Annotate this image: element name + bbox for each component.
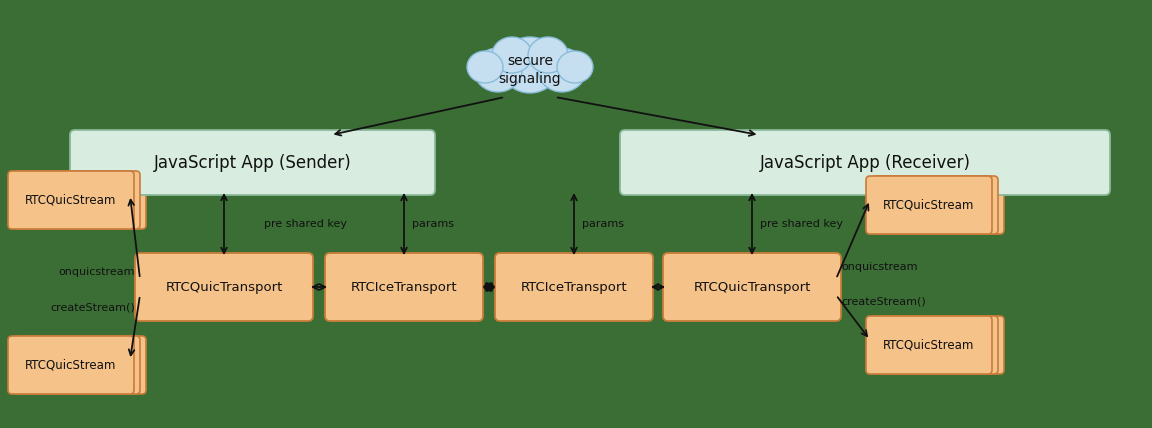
Ellipse shape bbox=[492, 37, 532, 73]
Text: createStream(): createStream() bbox=[51, 302, 135, 312]
Text: pre shared key: pre shared key bbox=[760, 219, 843, 229]
Text: onquicstream: onquicstream bbox=[59, 267, 135, 277]
Text: JavaScript App (Sender): JavaScript App (Sender) bbox=[153, 154, 351, 172]
FancyBboxPatch shape bbox=[495, 253, 653, 321]
Text: params: params bbox=[582, 219, 624, 229]
FancyBboxPatch shape bbox=[872, 176, 998, 234]
Ellipse shape bbox=[473, 48, 522, 92]
Text: onquicstream: onquicstream bbox=[841, 262, 917, 272]
FancyBboxPatch shape bbox=[8, 336, 134, 394]
Text: secure
signaling: secure signaling bbox=[499, 54, 561, 86]
FancyBboxPatch shape bbox=[14, 336, 141, 394]
Text: RTCQuicStream: RTCQuicStream bbox=[884, 339, 975, 351]
Text: RTCIceTransport: RTCIceTransport bbox=[521, 280, 628, 294]
Text: RTCQuicTransport: RTCQuicTransport bbox=[694, 280, 811, 294]
Ellipse shape bbox=[538, 48, 586, 92]
FancyBboxPatch shape bbox=[135, 253, 313, 321]
Text: RTCQuicStream: RTCQuicStream bbox=[884, 199, 975, 211]
Ellipse shape bbox=[500, 37, 560, 93]
Text: params: params bbox=[412, 219, 454, 229]
Ellipse shape bbox=[558, 51, 593, 83]
FancyBboxPatch shape bbox=[325, 253, 483, 321]
FancyBboxPatch shape bbox=[664, 253, 841, 321]
FancyBboxPatch shape bbox=[8, 171, 134, 229]
FancyBboxPatch shape bbox=[866, 316, 992, 374]
Text: RTCQuicStream: RTCQuicStream bbox=[25, 359, 116, 372]
Text: RTCIceTransport: RTCIceTransport bbox=[350, 280, 457, 294]
Text: pre shared key: pre shared key bbox=[264, 219, 347, 229]
FancyBboxPatch shape bbox=[20, 336, 146, 394]
FancyBboxPatch shape bbox=[866, 176, 992, 234]
FancyBboxPatch shape bbox=[70, 130, 435, 195]
Ellipse shape bbox=[467, 51, 503, 83]
Text: RTCQuicStream: RTCQuicStream bbox=[25, 193, 116, 206]
FancyBboxPatch shape bbox=[878, 316, 1005, 374]
Ellipse shape bbox=[528, 37, 568, 73]
Text: JavaScript App (Receiver): JavaScript App (Receiver) bbox=[759, 154, 970, 172]
FancyBboxPatch shape bbox=[20, 171, 146, 229]
Text: createStream(): createStream() bbox=[841, 297, 926, 307]
FancyBboxPatch shape bbox=[878, 176, 1005, 234]
Text: RTCQuicTransport: RTCQuicTransport bbox=[166, 280, 282, 294]
FancyBboxPatch shape bbox=[14, 171, 141, 229]
FancyBboxPatch shape bbox=[620, 130, 1111, 195]
FancyBboxPatch shape bbox=[872, 316, 998, 374]
